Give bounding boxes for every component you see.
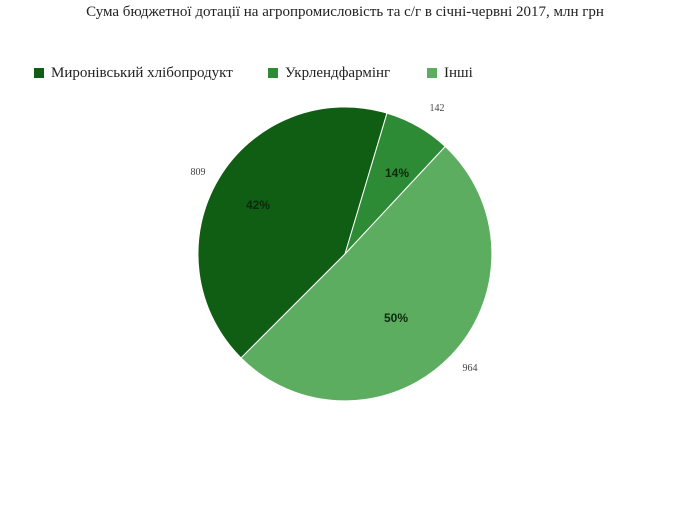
legend-label-ukrlandfarming: Укрлендфармінг	[285, 64, 391, 81]
legend: Миронівський хлібопродукт Укрлендфармінг…	[0, 64, 690, 82]
legend-swatch-myronivskyi	[34, 68, 44, 78]
legend-swatch-ukrlandfarming	[268, 68, 278, 78]
chart-title: Сума бюджетної дотації на агропромислові…	[86, 4, 604, 20]
slice-percent-myronivskyi: 42%	[246, 198, 270, 212]
legend-label-myronivskyi: Миронівський хлібопродукт	[51, 64, 233, 81]
pie-slice-others[interactable]	[240, 145, 493, 402]
slice-value-myronivskyi: 809	[191, 167, 206, 178]
legend-item-others[interactable]: Інші	[427, 64, 473, 82]
slice-percent-ukrlandfarming: 14%	[385, 166, 409, 180]
slice-percent-others: 50%	[384, 311, 408, 325]
legend-label-others: Інші	[444, 64, 473, 81]
slice-value-ukrlandfarming: 142	[430, 103, 445, 114]
legend-swatch-others	[427, 68, 437, 78]
slice-value-others: 964	[463, 363, 478, 374]
legend-item-myronivskyi[interactable]: Миронівський хлібопродукт	[34, 64, 233, 82]
pie-slice-myronivskyi[interactable]	[197, 106, 388, 359]
legend-item-ukrlandfarming[interactable]: Укрлендфармінг	[268, 64, 390, 82]
